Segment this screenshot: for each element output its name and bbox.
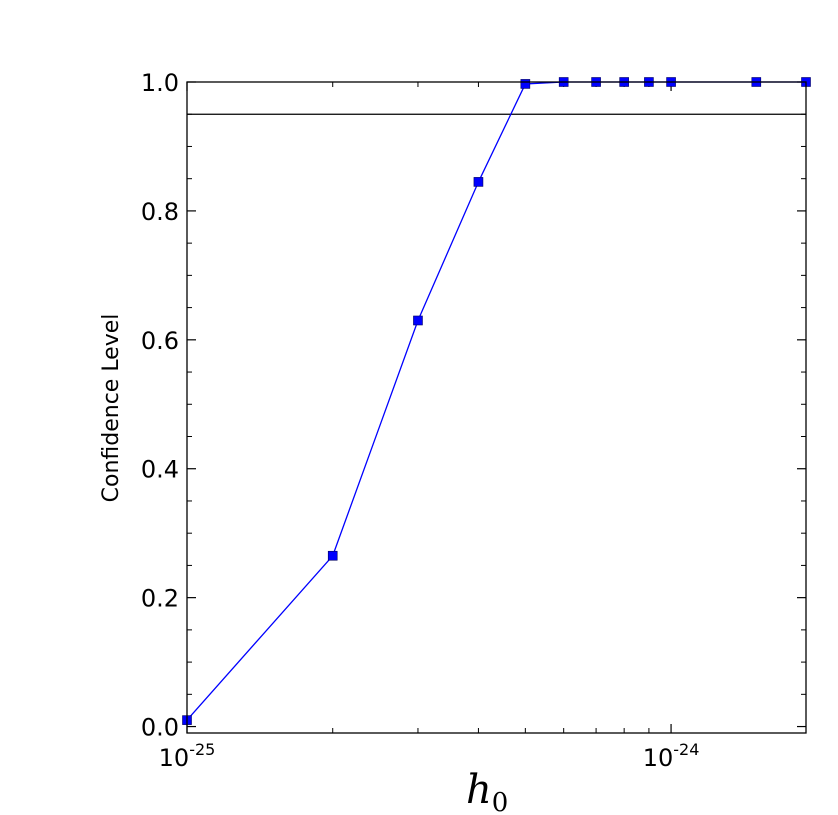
y-tick-label: 0.0: [141, 714, 179, 742]
x-tick-label: 10-24: [643, 740, 700, 772]
y-tick-labels: 0.0 0.2 0.4 0.6 0.8 1.0: [141, 69, 179, 742]
x-tick-label-exponent: -24: [673, 740, 699, 759]
y-tick-label: 0.6: [141, 327, 179, 355]
x-axis-title-main: h: [466, 767, 492, 813]
data-point-marker: [413, 315, 423, 326]
x-axis-title-subscript: 0: [492, 788, 509, 815]
data-point-marker: [520, 79, 531, 89]
x-tick-label-base: 10: [643, 744, 674, 772]
x-axis-title: h0: [466, 767, 508, 815]
y-axis-title: Confidence Level: [99, 314, 124, 503]
y-tick-label: 0.4: [141, 456, 179, 484]
data-point-marker: [473, 177, 484, 187]
x-tick-label-base: 10: [159, 744, 190, 772]
y-tick-label: 1.0: [141, 69, 179, 97]
data-point-marker: [327, 550, 338, 561]
x-tick-labels: 10-25 10-24: [159, 740, 700, 772]
y-tick-label: 0.2: [141, 585, 179, 613]
x-tick-label: 10-25: [159, 740, 216, 772]
y-tick-label: 0.8: [141, 198, 179, 226]
plot-frame: [186, 81, 807, 734]
x-tick-label-exponent: -25: [189, 740, 215, 759]
